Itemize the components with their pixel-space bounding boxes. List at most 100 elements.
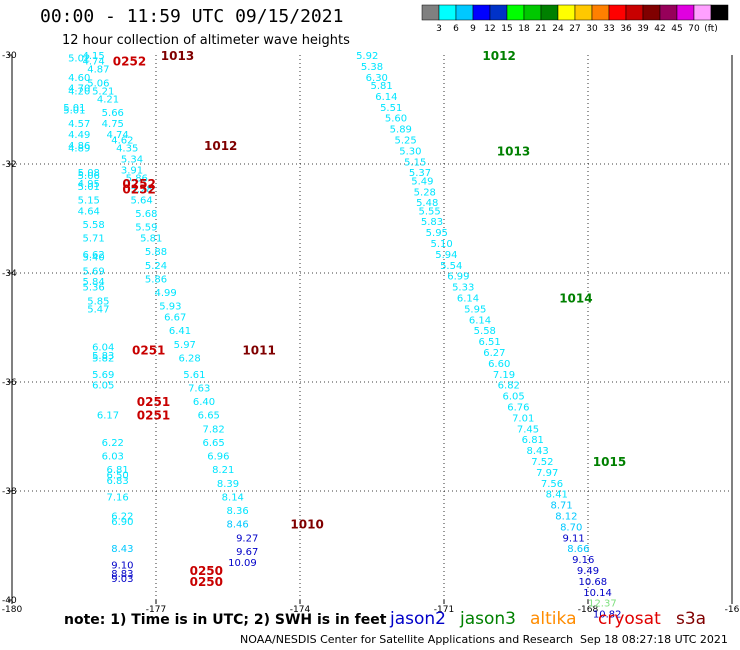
swh-value-label: 5.54 (440, 261, 462, 272)
swh-value-label: 9.11 (562, 533, 584, 544)
swh-value-label: 6.27 (483, 348, 505, 359)
swh-value-label: 5.84 (82, 277, 104, 288)
swh-value-label: 10.09 (228, 558, 257, 569)
colorbar-swatch (659, 4, 678, 21)
swh-value-label: 4.64 (78, 206, 100, 217)
pass-time-label: 1015 (593, 455, 626, 469)
swh-value-label: 5.28 (414, 187, 436, 198)
swh-value-label: 5.24 (145, 261, 167, 272)
swh-value-label: 5.21 (92, 86, 114, 97)
pass-time-label: 1011 (242, 343, 275, 357)
swh-value-label: 4.15 (82, 51, 104, 62)
swh-value-label: 8.39 (217, 479, 239, 490)
swh-value-label: 6.76 (507, 403, 529, 414)
colorbar-swatch (642, 4, 661, 21)
colorbar-label: (ft) (704, 24, 718, 34)
grid-lines (12, 55, 732, 600)
colorbar-label: 9 (470, 24, 476, 34)
axis-ticks: -180 -177 -174 -171 -168 -16 -30 -32 -34 -36 -38 -4… (2, 51, 740, 615)
colorbar-label: 45 (671, 24, 682, 34)
swh-value-label: 5.58 (474, 326, 496, 337)
colorbar-label: 36 (620, 24, 632, 34)
swh-value-label: 5.97 (174, 340, 196, 351)
swh-value-label: 4.49 (68, 130, 90, 141)
pass-time-label: 0251 (137, 395, 170, 409)
swh-value-label: 9.27 (236, 533, 258, 544)
pass-time-label: 0250 (190, 564, 223, 578)
swh-value-label: 4.74 (82, 56, 104, 67)
swh-value-label: 4.57 (68, 119, 90, 130)
satellite-legend-item: jason3 (460, 609, 516, 629)
swh-value-label: 6.05 (502, 392, 524, 403)
x-tick-label: -174 (290, 605, 311, 615)
colorbar-swatch (540, 4, 559, 21)
swh-value-label: 7.82 (202, 424, 224, 435)
colorbar-label: 42 (654, 24, 665, 34)
swh-value-label: 4.99 (154, 288, 176, 299)
swh-value-label: 4.35 (116, 144, 138, 155)
x-tick-label: -168 (578, 605, 599, 615)
swh-value-label: 5.51 (380, 103, 402, 114)
swh-value-label: 8.83 (111, 569, 133, 580)
swh-value-label: 4.75 (102, 119, 124, 130)
colorbar-swatch (455, 4, 474, 21)
colorbar-legend: 3 6 9 12 15 18 21 24 27 30 33 36 39 42 45 70 (ft) (421, 4, 729, 34)
swh-value-label: 6.60 (488, 359, 510, 370)
data-marks: 5.024.154.744.874.605.064.704.20 5.214.21… (63, 51, 621, 621)
swh-value-label: 6.81 (106, 465, 128, 476)
colorbar-swatch (557, 4, 576, 21)
swh-value-label: 5.55 (418, 206, 440, 217)
swh-value-label: 5.61 (183, 370, 205, 381)
swh-value-label: 3.91 (121, 165, 143, 176)
colorbar-swatch (489, 4, 508, 21)
y-tick-label: -40 (2, 596, 17, 606)
swh-value-label: 6.62 (82, 250, 104, 261)
swh-value-label: 6.81 (522, 435, 544, 446)
swh-value-label: 6.30 (366, 73, 388, 84)
swh-value-label: 6.14 (457, 294, 479, 305)
chart-title: 00:00 - 11:59 UTC 09/15/2021 (40, 6, 344, 27)
colorbar-swatch (608, 4, 627, 21)
swh-value-label: 5.64 (130, 195, 152, 206)
swh-value-label: 5.88 (145, 247, 167, 258)
swh-value-label: 5.48 (416, 198, 438, 209)
colorbar-label: 3 (436, 24, 442, 34)
pass-time-label: 1013 (497, 144, 530, 158)
swh-value-label: 5.33 (452, 283, 474, 294)
swh-value-label: 5.02 (68, 54, 90, 65)
colorbar-label: 24 (552, 24, 564, 34)
swh-value-label: 8.66 (567, 544, 589, 555)
swh-value-label: 4.62 (111, 135, 133, 146)
swh-value-label: 5.08 (78, 168, 100, 179)
swh-value-label: 5.06 (78, 171, 100, 182)
swh-value-label: 7.63 (188, 383, 210, 394)
swh-value-label: 5.40 (82, 253, 104, 264)
swh-value-label: 4.60 (68, 73, 90, 84)
satellite-legend-item: s3a (676, 609, 707, 629)
swh-value-label: 6.41 (169, 326, 191, 337)
swh-value-label: 5.93 (159, 302, 181, 313)
swh-value-label: 7.19 (493, 370, 515, 381)
swh-value-label: 10.68 (578, 577, 607, 588)
colorbar-label: 21 (535, 24, 546, 34)
y-tick-label: -38 (2, 487, 17, 497)
colorbar-label: 6 (453, 24, 459, 34)
swh-value-label: 5.95 (464, 304, 486, 315)
swh-value-label: 5.01 (63, 106, 85, 117)
swh-value-label: 10.82 (593, 610, 622, 621)
swh-value-label: 5.60 (385, 114, 407, 125)
swh-value-label: 8.36 (226, 506, 248, 517)
swh-value-label: 7.97 (536, 468, 558, 479)
colorbar-label: 18 (518, 24, 530, 34)
colorbar-swatch (591, 4, 610, 21)
swh-value-label: 8.41 (546, 490, 568, 501)
swh-value-label: 5.37 (409, 168, 431, 179)
pass-time-label: 0250 (190, 575, 223, 589)
swh-value-label: 5.30 (399, 146, 421, 157)
swh-value-label: 5.86 (126, 174, 148, 185)
pass-time-label: 1010 (290, 518, 323, 532)
colorbar-swatch (421, 4, 440, 21)
swh-value-label: 7.16 (106, 492, 128, 503)
